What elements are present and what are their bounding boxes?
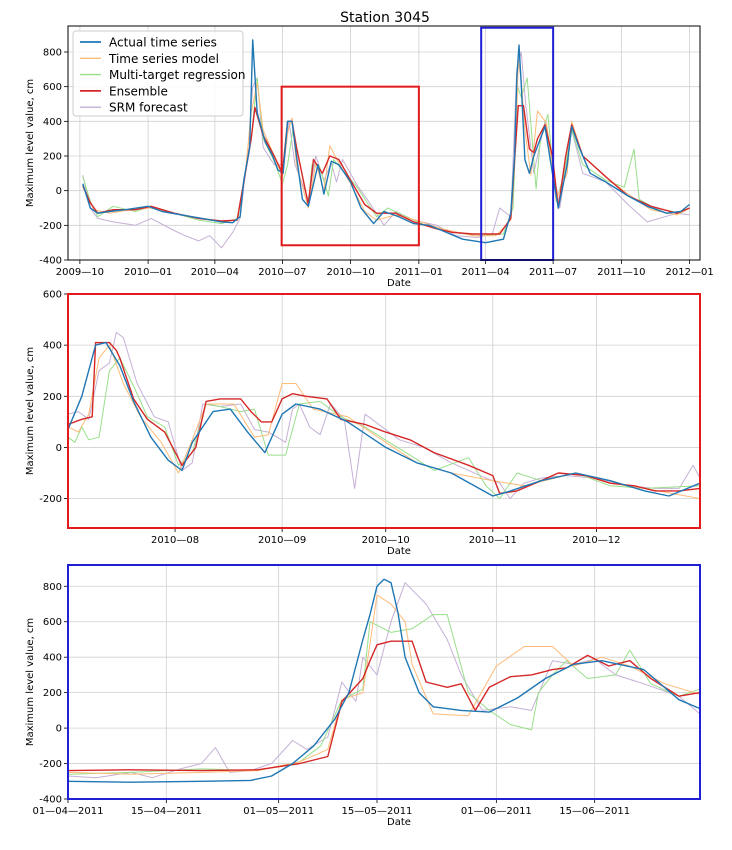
y-tick-label: -200 xyxy=(39,494,62,505)
x-tick-label: 2011—01 xyxy=(395,267,443,278)
y-axis-label: Maximum level value, cm xyxy=(25,618,36,746)
x-tick-label: 2012—01 xyxy=(666,267,714,278)
y-tick-label: 0 xyxy=(56,186,62,197)
series-line-ensemble xyxy=(82,104,690,235)
y-tick-label: 400 xyxy=(43,341,62,352)
series-line-actual xyxy=(82,39,691,244)
x-tick-label: 2010—04 xyxy=(191,267,239,278)
y-axis-label: Maximum level value, cm xyxy=(25,347,36,475)
y-tick-label: -400 xyxy=(39,256,62,267)
x-tick-label: 15—06—2011 xyxy=(559,806,630,817)
y-tick-label: -200 xyxy=(39,221,62,232)
y-tick-label: 600 xyxy=(43,82,62,93)
x-tick-label: 2010—10 xyxy=(327,267,375,278)
series-line-multi xyxy=(68,357,700,500)
y-tick-label: 0 xyxy=(56,443,62,454)
y-tick-label: 400 xyxy=(43,117,62,128)
y-tick-label: 600 xyxy=(43,290,62,301)
zoom-panel-red: -200 0 200 400 600 2010—08 2010—09 2010—10 2010—… xyxy=(25,290,701,557)
x-axis-label: Date xyxy=(387,817,411,828)
y-tick-label: -200 xyxy=(39,759,62,770)
x-tick-label: 01—04—2011 xyxy=(33,806,104,817)
series-group xyxy=(68,578,700,783)
legend-label-srm: SRM forecast xyxy=(109,101,188,115)
plot-frame xyxy=(67,25,701,261)
series-group xyxy=(82,39,691,249)
series-line-srm xyxy=(68,331,700,500)
x-tick-label: 2010—11 xyxy=(469,535,517,546)
x-tick-label: 15—04—2011 xyxy=(131,806,202,817)
x-tick-label: 2009—10 xyxy=(56,267,104,278)
y-tick-label: 800 xyxy=(43,582,62,593)
highlight-box-red xyxy=(280,85,420,247)
x-tick-label: 2010—09 xyxy=(258,535,306,546)
legend-label-ts_model: Time series model xyxy=(108,52,219,66)
y-tick-label: 600 xyxy=(43,617,62,628)
x-tick-label: 2010—01 xyxy=(124,267,172,278)
x-tick-label: 15—05—2011 xyxy=(342,806,413,817)
x-tick-label: 01—06—2011 xyxy=(461,806,532,817)
x-tick-label: 01—05—2011 xyxy=(243,806,314,817)
legend-box xyxy=(72,30,244,117)
plot-frame xyxy=(67,293,701,529)
series-line-ensemble xyxy=(68,341,700,495)
x-tick-label: 2011—04 xyxy=(462,267,510,278)
y-tick-label: 0 xyxy=(56,724,62,735)
y-tick-label: 200 xyxy=(43,392,62,403)
series-group xyxy=(68,331,700,500)
x-axis-label: Date xyxy=(387,546,411,557)
series-line-multi xyxy=(68,614,700,775)
y-tick-label: 800 xyxy=(43,48,62,59)
y-axis-label: Maximum level value, cm xyxy=(25,79,36,207)
legend-label-actual: Actual time series xyxy=(109,36,217,50)
legend-label-ensemble: Ensemble xyxy=(109,84,168,98)
x-axis-label: Date xyxy=(387,278,411,289)
series-line-ensemble xyxy=(68,640,700,772)
series-line-actual xyxy=(68,341,700,497)
figure-title: Station 3045 xyxy=(340,10,430,26)
zoom-panel-blue: -400 -200 0 200 400 600 800 01—04—2011 15—04—201… xyxy=(25,564,701,828)
y-tick-label: 200 xyxy=(43,688,62,699)
overview-panel: -400 -200 0 200 400 600 800 2009—10 2010—01 2010—… xyxy=(25,25,714,289)
x-tick-label: 2011—07 xyxy=(529,267,577,278)
x-tick-label: 2010—08 xyxy=(151,535,199,546)
series-line-actual xyxy=(68,578,700,783)
plot-frame xyxy=(67,564,701,800)
x-tick-label: 2010—10 xyxy=(362,535,410,546)
series-line-srm xyxy=(68,582,700,779)
y-tick-label: -400 xyxy=(39,795,62,806)
y-tick-label: 400 xyxy=(43,653,62,664)
x-tick-label: 2010—12 xyxy=(572,535,620,546)
x-tick-label: 2010—07 xyxy=(258,267,306,278)
x-tick-label: 2011—10 xyxy=(597,267,645,278)
legend-label-multi: Multi-target regression xyxy=(109,68,245,82)
legend: Actual time series Time series model Multi… xyxy=(72,30,245,117)
y-tick-label: 200 xyxy=(43,152,62,163)
series-line-ts_model xyxy=(68,344,700,500)
